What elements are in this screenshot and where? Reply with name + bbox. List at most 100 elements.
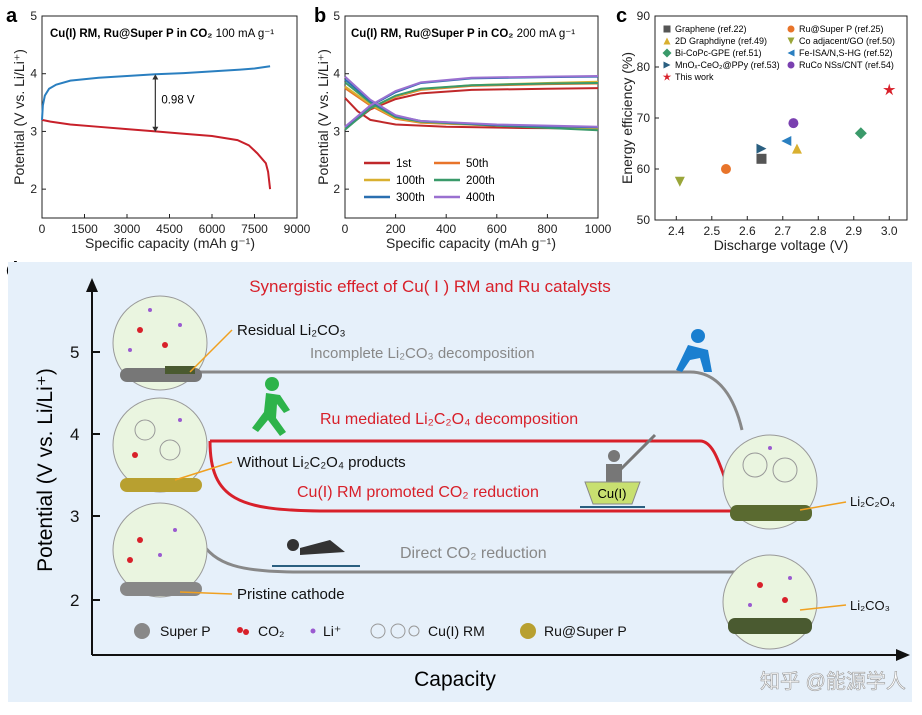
x-tick-label: 0 [39,222,46,236]
discharge-curve-1st [344,97,599,130]
plot-frame [344,15,599,219]
triangle-up-marker [791,143,802,154]
x-tick-label: 2.7 [774,224,791,238]
x-tick-label: 7500 [241,222,268,236]
x-tick-label: 2.6 [739,224,756,238]
voltage-gap-label: 0.98 V [161,95,195,107]
discharge-curve [41,118,272,190]
x-tick-label: 1500 [71,222,98,236]
panel-label-b: b [314,5,326,27]
discharge-curve-400th [344,75,599,128]
y-tick-label: 50 [637,213,651,227]
cu-rm-molecule-icon [370,623,420,639]
y-tick-label: 70 [637,111,651,125]
y-tick-label: 5 [30,9,37,23]
diamond-marker [854,127,867,140]
y-tick-label: 90 [637,9,651,23]
x-tick-label: 6000 [199,222,226,236]
y-axis-label: Energy efficiency (%) [619,52,635,184]
circle-marker [787,61,795,69]
bubble-li2c2o4 [722,434,818,530]
y-tick-4: 4 [70,425,79,444]
diagram-y-label: Potential (V vs. Li/Li⁺) [34,368,57,572]
x-tick-label: 3.0 [881,224,898,238]
label-li2co3: Li₂CO₃ [850,598,890,613]
diagram-legend: Super P CO₂ Li⁺ Cu(I) RM Ru@Super P [134,623,627,639]
triangle-down-marker [787,37,795,45]
arrow-up-icon [152,74,159,80]
cu-boat-label: Cu(I) [598,486,627,501]
chart-b: Cu(I) RM, Ru@Super P in CO₂ 200 mA g⁻¹ S… [315,9,612,251]
circle-marker [787,25,795,33]
legend-co2: CO₂ [258,623,284,639]
legend-ru-super-p: Ru@Super P [544,623,627,639]
legend-label: Graphene (ref.22) [675,24,747,34]
chart-a: Cu(I) RM, Ru@Super P in CO₂ 100 mA g⁻¹ S… [11,9,311,251]
mechanism-diagram: Synergistic effect of Cu( I ) RM and Ru … [8,262,912,702]
x-tick-label: 1000 [585,222,612,236]
climbing-person-icon [676,329,712,372]
bubble-residual [112,295,208,391]
x-axis-arrow-icon [896,649,910,661]
legend-super-p: Super P [160,623,211,639]
y-axis-arrow-icon [86,278,98,292]
triangle-down-marker [674,176,685,187]
x-axis-label: Discharge voltage (V) [714,237,849,253]
x-tick-label: 2.5 [703,224,720,238]
y-axis-label: Potential (V vs. Li/Li⁺) [315,49,331,185]
legend-label: 400th [466,192,495,204]
x-tick-label: 200 [386,222,406,236]
legend-label: RuCo NSs/CNT (ref.54) [799,60,894,70]
y-tick-label: 2 [30,182,37,196]
y-tick-label: 3 [30,124,37,138]
x-axis-label: Specific capacity (mAh g⁻¹) [386,235,556,251]
y-tick-2: 2 [70,591,79,610]
label-without: Without Li₂C₂O₄ products [237,454,406,471]
x-tick-label: 9000 [284,222,311,236]
legend-label: MnOₓ-CeO₂@PPy (ref.53) [675,60,780,70]
chart-c: Discharge voltage (V) Energy efficiency … [619,9,908,253]
triangle-right-marker [756,143,767,154]
y-tick-label: 2 [333,182,340,196]
square-marker [756,153,767,164]
charge-curve [41,65,271,120]
legend-label: 1st [396,158,412,170]
arrow-down-icon [152,126,159,133]
cu-promoted-curve [208,440,740,513]
x-tick-label: 2.8 [810,224,827,238]
charge-curve-200th [344,81,599,131]
y-tick-3: 3 [70,507,79,526]
label-incomplete: Incomplete Li₂CO₃ decomposition [310,345,535,362]
legend-label: 300th [396,192,425,204]
diagram-title: Synergistic effect of Cu( I ) RM and Ru … [249,277,611,296]
bubble-without-products [112,397,208,493]
panel-label-c: c [616,5,627,27]
label-cu-promoted: Cu(I) RM promoted CO₂ reduction [297,484,539,501]
x-tick-label: 600 [487,222,507,236]
y-tick-label: 60 [637,162,651,176]
x-tick-label: 800 [537,222,557,236]
charge-curve-400th [344,75,599,128]
label-ru-mediated: Ru mediated Li₂C₂O₄ decomposition [320,411,578,428]
triangle-left-marker [787,49,795,57]
legend-label: Bi-CoPc-GPE (ref.51) [675,48,762,58]
x-tick-label: 2.4 [668,224,685,238]
legend-label: 50th [466,158,488,170]
circle-marker [720,164,731,174]
y-tick-label: 4 [333,67,340,81]
triangle-right-marker [663,61,671,69]
label-li2c2o4: Li₂C₂O₄ [850,494,895,509]
legend-label: Ru@Super P (ref.25) [799,24,884,34]
y-tick-label: 5 [333,9,340,23]
boat-person-icon: Cu(I) [580,433,657,508]
bubble-pristine [112,502,208,598]
star-marker [662,72,672,81]
chart-title: Cu(I) RM, Ru@Super P in CO₂ 200 mA g⁻¹ [351,28,575,40]
y-tick-label: 3 [333,124,340,138]
circle-marker [788,118,799,129]
y-tick-label: 80 [637,60,651,74]
legend-label: This work [675,72,714,82]
x-tick-label: 0 [342,222,349,236]
legend-cu-rm: Cu(I) RM [428,623,485,639]
watermark: 知乎 @能源学人 [760,670,906,693]
